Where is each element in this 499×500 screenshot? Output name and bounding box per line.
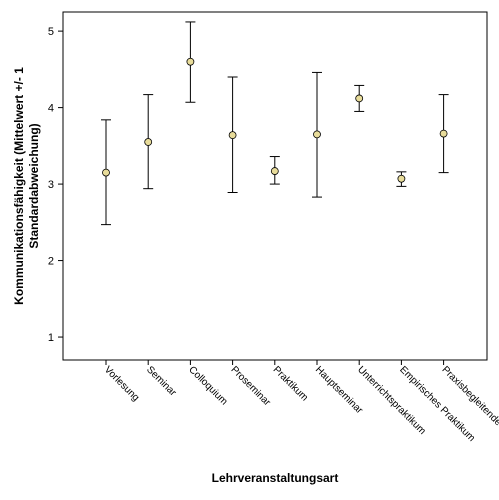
- x-tick-label: Vorlesung: [102, 364, 141, 403]
- x-tick-label: Praktikum: [271, 364, 310, 403]
- x-tick-label: Empirisches Praktikum: [397, 364, 477, 444]
- mean-point: [439, 129, 448, 138]
- x-axis: Vorlesung Seminar Colloquium ProseminarPrak…: [102, 360, 499, 444]
- y-tick-label: 5: [48, 26, 54, 38]
- mean-point: [144, 138, 153, 146]
- y-tick-label: 4: [48, 103, 54, 115]
- mean-point: [313, 130, 321, 139]
- x-axis-title: Lehrveranstaltungsart: [212, 471, 339, 485]
- y-tick-label: 3: [48, 179, 54, 191]
- y-tick-label: 2: [48, 256, 54, 268]
- y-tick-label: 1: [48, 332, 54, 344]
- mean-markers: [102, 57, 448, 183]
- mean-point: [397, 174, 406, 183]
- mean-point: [355, 94, 364, 103]
- error-bars: [101, 21, 449, 226]
- plot-frame: [62, 11, 488, 361]
- mean-point: [186, 57, 195, 66]
- x-tick-label: Seminar: [144, 364, 179, 399]
- y-axis: 1 2 3 4 5: [48, 26, 63, 344]
- y-axis-title-line-2: Standardabweichung): [27, 123, 41, 248]
- mean-point: [228, 131, 237, 140]
- mean-point: [270, 167, 279, 175]
- mean-point: [102, 168, 110, 177]
- y-axis-title-line-1: Kommunikationsfähigkeit (Mittelwert +/- …: [12, 67, 26, 305]
- x-tick-label: Proseminar: [228, 364, 272, 408]
- x-tick-label: Colloquium: [186, 364, 229, 407]
